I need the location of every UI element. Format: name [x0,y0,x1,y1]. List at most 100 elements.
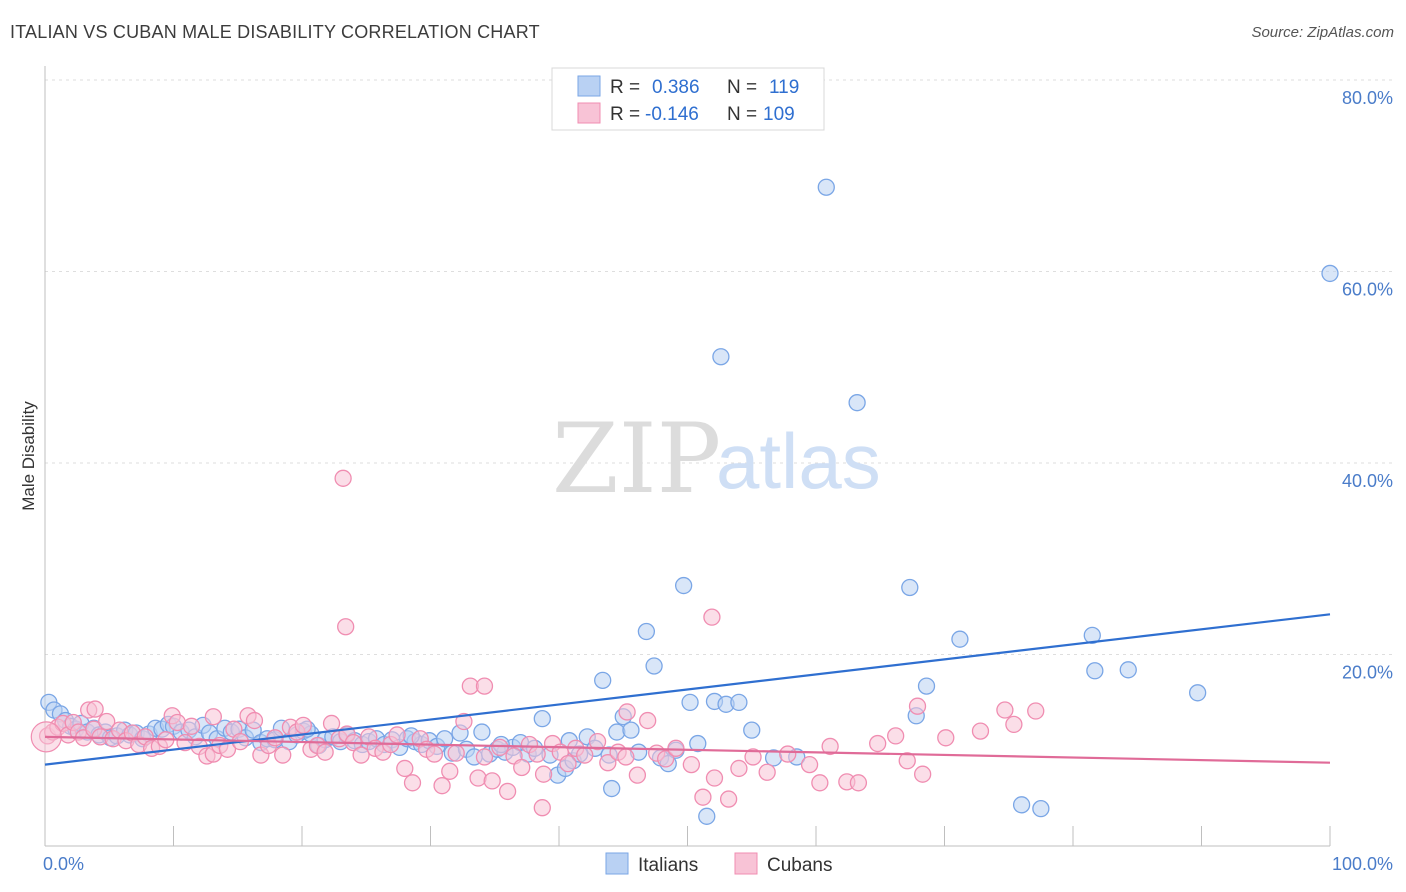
data-point-italians [1188,684,1207,702]
data-point-italians [473,723,491,741]
data-point-italians [637,622,656,641]
data-point-cubans [245,711,264,730]
data-point-italians [594,671,612,690]
data-point-cubans [908,697,927,715]
stats-r-italians: 0.386 [652,77,700,98]
data-point-italians [951,630,969,648]
axes [44,66,1331,847]
data-point-cubans [475,748,494,766]
data-point-cubans [513,758,531,777]
data-point-italians [608,723,626,741]
data-point-italians [848,394,866,412]
data-point-cubans [483,772,501,790]
y-tick-label: 20.0% [1342,663,1393,683]
data-point-cubans [821,737,839,756]
data-point-cubans [352,746,370,764]
data-point-cubans [914,765,932,783]
data-point-cubans [316,743,334,761]
data-point-italians [817,178,835,196]
data-point-cubans [800,755,819,774]
data-point-cubans [274,746,292,764]
legend-swatch-italians [605,852,629,875]
stats-n-cubans: 109 [763,104,795,125]
data-point-cubans [534,765,553,783]
tick-labels: 20.0% 40.0% 60.0% 80.0% 0.0% 100.0% [43,88,1393,874]
stats-r-cubans: -0.146 [645,104,699,125]
x-tick-label: 0.0% [43,854,84,874]
data-point-cubans [528,745,546,763]
data-point-cubans [441,762,459,780]
y-axis-title: Male Disability [19,401,38,511]
data-point-cubans [811,774,829,792]
data-point-cubans [396,759,414,778]
data-point-cubans [533,799,551,817]
data-point-cubans [294,716,312,735]
data-point-cubans [996,701,1014,719]
data-point-cubans [322,714,341,733]
data-point-cubans [204,708,222,726]
data-point-italians [712,348,730,366]
trend-line-italians [44,613,1331,766]
data-point-cubans [898,752,916,770]
stats-swatch-italians [577,75,601,97]
data-point-cubans [599,754,617,772]
y-tick-label: 80.0% [1342,88,1393,108]
data-point-cubans [618,703,636,721]
data-point-cubans [576,746,594,764]
trend-line-cubans [44,735,1331,764]
data-point-cubans [887,727,905,745]
x-tick-label: 100.0% [1332,854,1393,874]
data-point-cubans [657,750,675,768]
data-point-italians [901,578,919,597]
source-label: Source: ZipAtlas.com [1251,24,1394,41]
data-point-cubans [639,711,657,730]
data-point-cubans [182,717,201,735]
data-point-italians [689,734,707,753]
data-point-italians [1012,796,1031,814]
series-legend: Italians Cubans [605,852,833,876]
data-point-cubans [694,788,712,806]
data-point-cubans [403,774,422,792]
data-point-cubans [86,700,104,718]
data-point-cubans [1027,702,1045,720]
data-point-italians [622,721,640,739]
data-point-cubans [334,469,352,487]
data-point-cubans [98,712,116,731]
stats-n-label-italians: N = [727,77,757,98]
data-point-italians [645,657,663,675]
legend-label-italians: Italians [638,855,698,876]
data-point-italians [1083,626,1101,644]
data-point-cubans [388,726,406,744]
watermark: ZIP atlas [552,403,881,515]
data-point-italians [1119,661,1137,679]
data-point-cubans [971,722,990,740]
watermark-zip: ZIP [552,403,721,515]
series-cubans-points [30,469,1045,817]
data-point-cubans [447,744,465,762]
data-point-cubans [455,712,473,731]
data-point-cubans [433,777,451,795]
data-point-cubans [758,763,776,781]
data-point-cubans [469,769,487,787]
data-point-italians [1032,800,1050,818]
stats-swatch-cubans [577,102,601,124]
data-point-italians [743,721,761,739]
data-point-cubans [779,745,797,763]
data-point-cubans [703,608,721,626]
y-tick-label: 60.0% [1342,280,1393,300]
data-point-italians [698,807,716,825]
chart-title: ITALIAN VS CUBAN MALE DISABILITY CORRELA… [10,22,540,42]
data-point-cubans [682,755,701,774]
data-point-cubans [705,769,724,787]
data-point-cubans [491,738,509,757]
data-point-italians [435,730,454,748]
data-point-cubans [425,745,444,763]
stats-r-label-italians: R = [610,77,640,98]
data-point-cubans [730,759,748,778]
data-point-cubans [719,790,738,808]
data-point-italians [917,677,936,695]
data-point-cubans [475,677,494,695]
data-point-cubans [849,774,868,792]
legend-label-cubans: Cubans [767,855,833,876]
